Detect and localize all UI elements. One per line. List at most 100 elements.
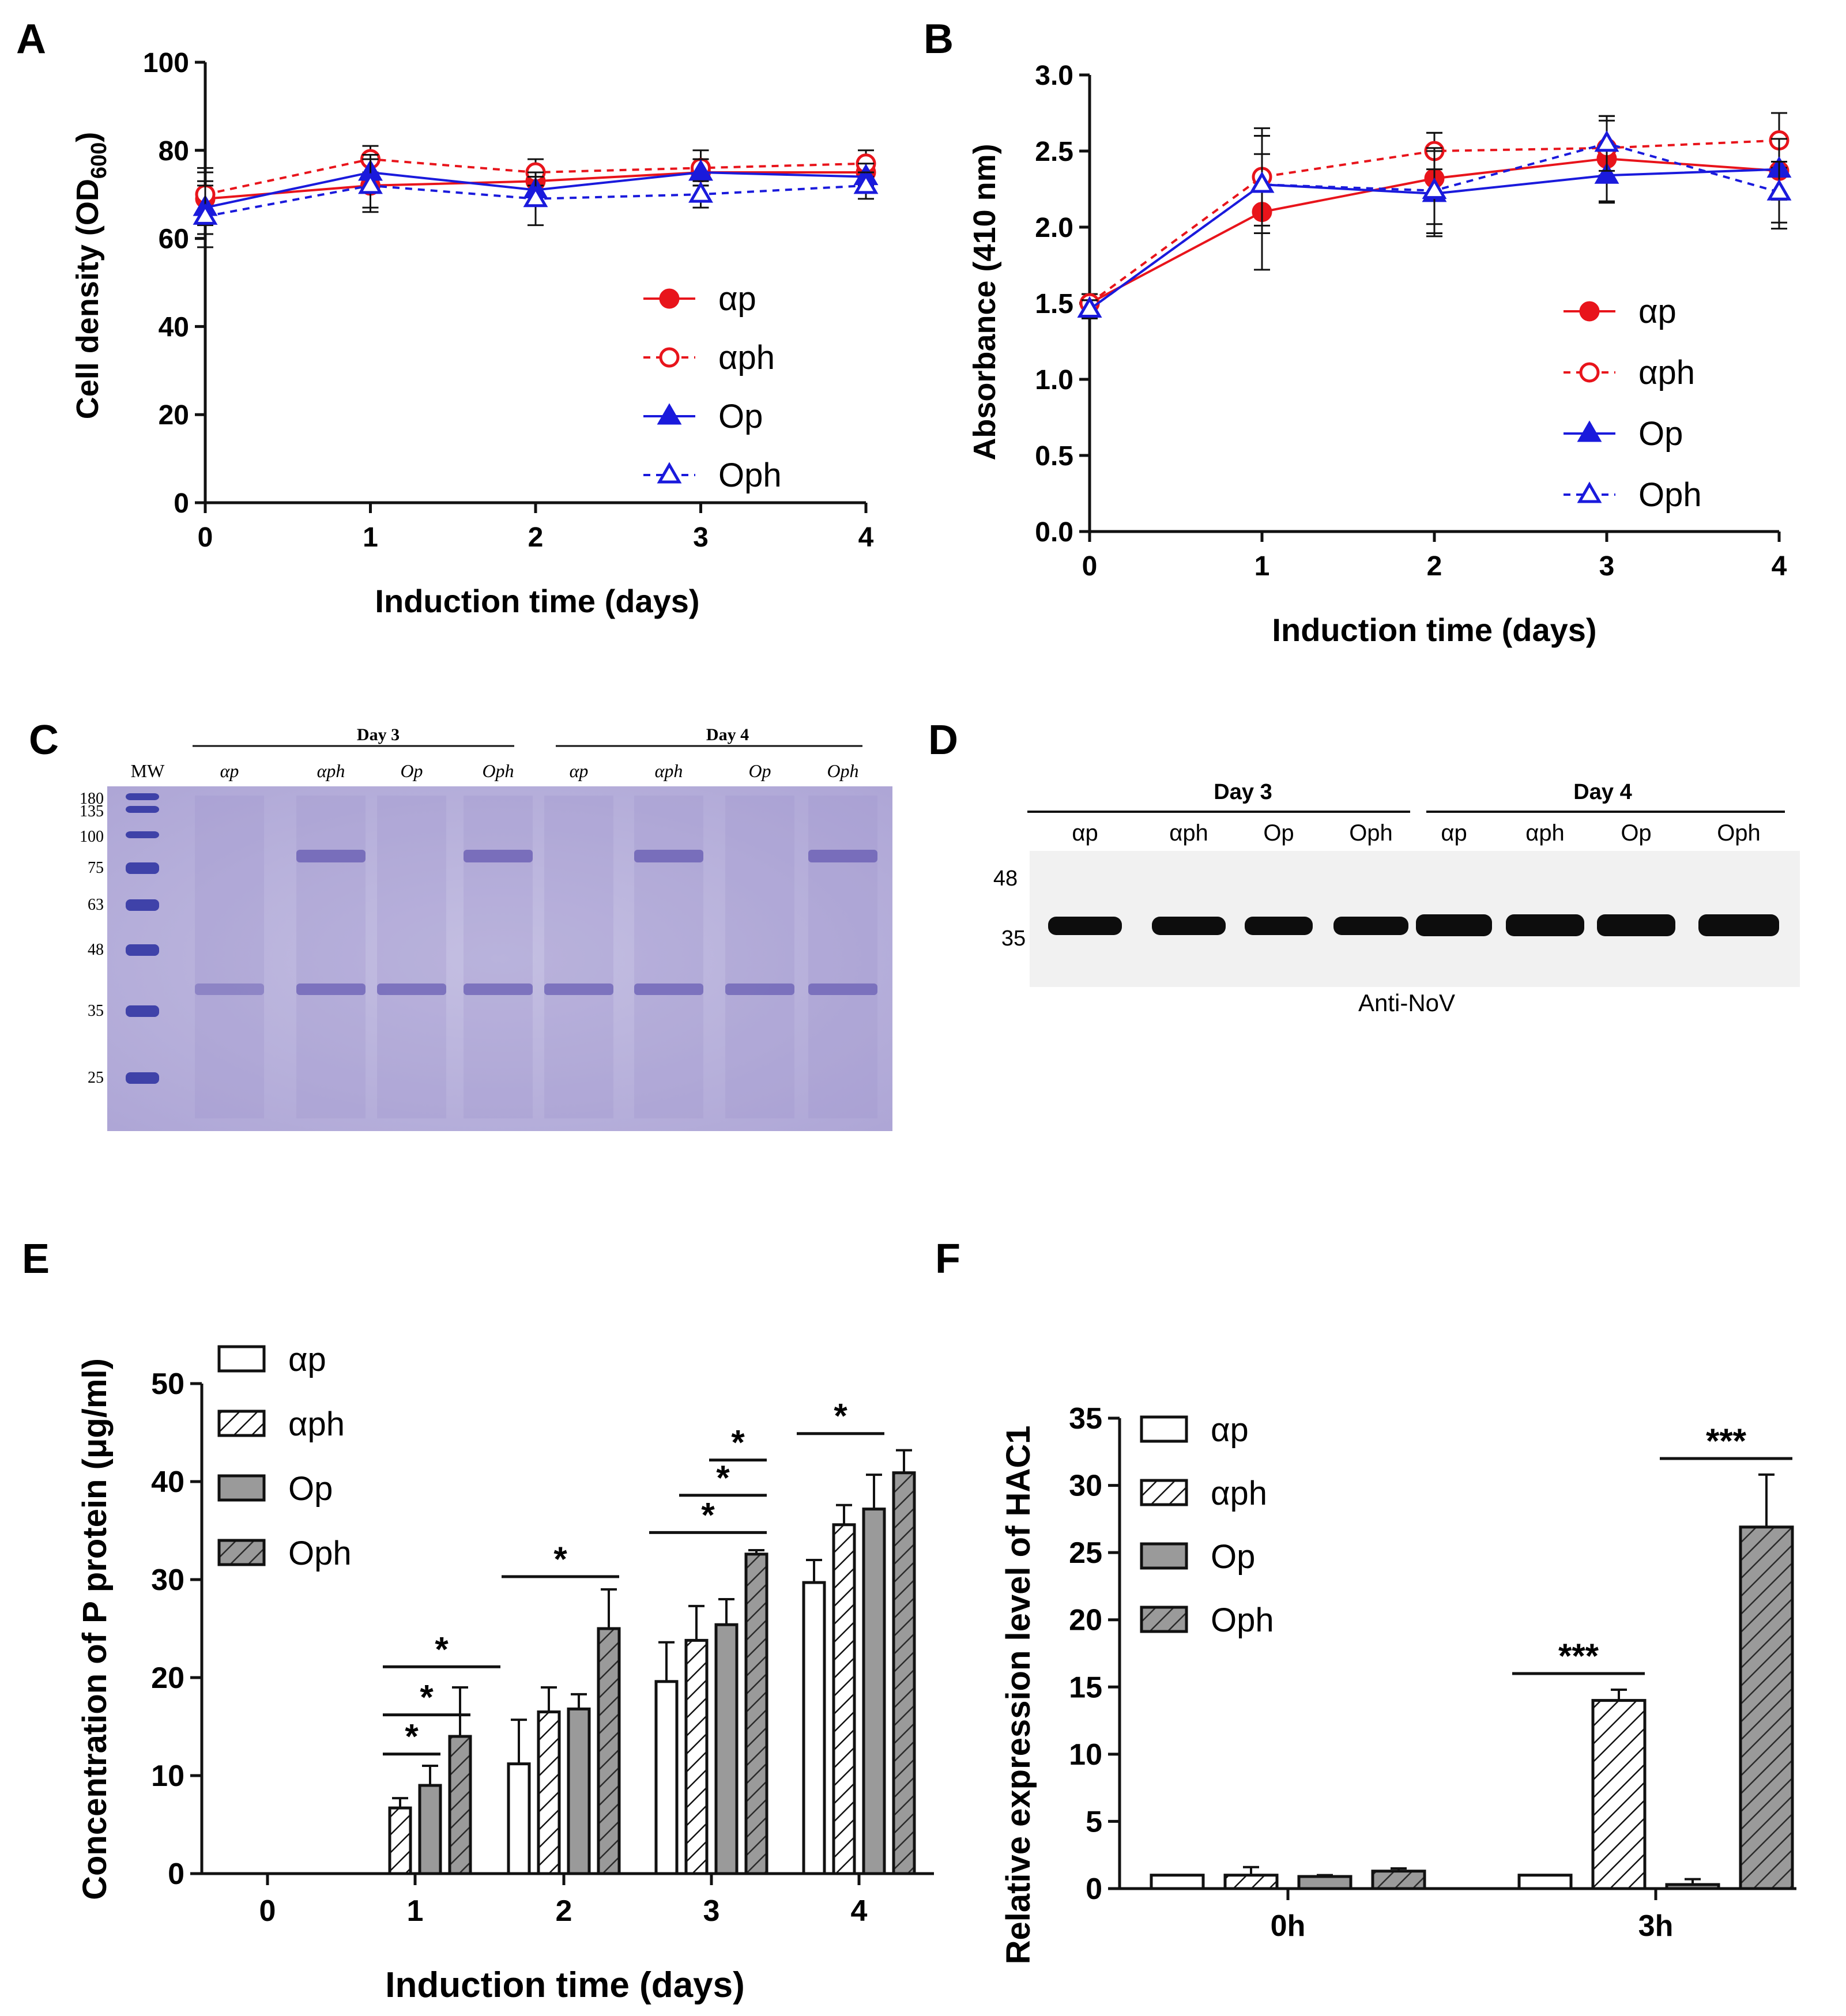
series-Oph — [193, 158, 879, 248]
legend-swatch — [217, 1474, 266, 1502]
blot-lane-label: Oph — [1717, 820, 1761, 846]
gel-band-80kda — [296, 850, 366, 862]
ladder-marker-label: 75 — [88, 859, 104, 877]
gel-mw-label: MW — [131, 760, 165, 781]
bar — [1150, 1874, 1205, 1890]
bar — [1371, 1870, 1426, 1890]
data-point — [1077, 296, 1102, 318]
legend-marker — [1579, 362, 1600, 383]
y-tick-label: 1.0 — [1035, 365, 1073, 395]
gel-lane-smear — [634, 796, 703, 1118]
data-point — [1249, 171, 1275, 193]
panel-e-y-axis-label: Concentration of P protein (μg/ml) — [76, 1358, 114, 1900]
x-tick-label: 2 — [528, 522, 544, 553]
legend-marker — [659, 347, 680, 368]
significance-star: * — [553, 1540, 567, 1578]
y-tick-label: 20 — [151, 1661, 184, 1695]
blot-band — [1506, 914, 1584, 936]
panel-label-b: B — [924, 16, 954, 62]
legend-swatch — [217, 1345, 266, 1373]
gel-band-38kda — [725, 983, 794, 995]
legend-label: αp — [1638, 293, 1677, 330]
bar — [862, 1508, 886, 1875]
blot-lane-label: αph — [1169, 820, 1208, 846]
data-point — [193, 203, 218, 225]
bar — [744, 1552, 768, 1875]
legend-label: αph — [1211, 1475, 1267, 1512]
ladder-band — [126, 944, 159, 956]
legend-swatch — [1140, 1542, 1188, 1570]
y-tick-label: 0.5 — [1035, 441, 1073, 472]
blot-band — [1048, 917, 1122, 935]
gel-lane-smear — [808, 796, 877, 1118]
bar — [832, 1523, 856, 1875]
blot-lane-label: Oph — [1349, 820, 1393, 846]
panel-e-bar-chart: Concentration of P protein (μg/ml) Induc… — [76, 1341, 934, 2005]
gel-band-80kda — [808, 850, 877, 862]
y-tick-label: 0 — [168, 1857, 184, 1891]
significance-star: * — [731, 1423, 745, 1462]
significance-star: * — [420, 1678, 434, 1717]
ladder-marker-label: 48 — [88, 941, 104, 959]
panel-f-y-axis-label: Relative expression level of HAC1 — [1000, 1426, 1037, 1965]
legend-label: Oph — [1211, 1602, 1274, 1639]
blot-lane-label: αph — [1525, 820, 1565, 846]
legend-swatch — [1140, 1415, 1188, 1443]
legend-label: Oph — [288, 1535, 352, 1572]
y-tick-label: 0.0 — [1035, 517, 1073, 548]
legend-label: Op — [1211, 1538, 1255, 1576]
bar — [388, 1806, 412, 1875]
panel-b-x-axis-label: Induction time (days) — [1272, 612, 1596, 648]
panel-label-d: D — [928, 717, 958, 763]
x-tick-label: 1 — [407, 1894, 424, 1928]
bar-series-αp — [1150, 1874, 1573, 1890]
legend-swatch — [217, 1410, 266, 1437]
panel-label-c: C — [29, 717, 59, 763]
significance-star: *** — [1558, 1637, 1599, 1675]
legend-marker — [659, 288, 680, 309]
gel-lane-smear — [296, 796, 366, 1118]
legend-swatch — [1140, 1606, 1188, 1633]
gel-day3-label: Day 3 — [357, 725, 400, 744]
y-tick-label: 100 — [143, 48, 189, 78]
legend-label: Op — [718, 398, 763, 435]
x-tick-label: 0 — [1082, 551, 1098, 582]
gel-background — [107, 786, 892, 1131]
gel-lane-smear — [464, 796, 533, 1118]
series-Oph — [1077, 115, 1792, 319]
bar — [1591, 1699, 1647, 1890]
legend-label: Oph — [718, 457, 782, 494]
blot-band — [1333, 917, 1408, 935]
panel-b-y-axis-label: Absorbance (410 nm) — [967, 144, 1002, 460]
gel-band-80kda — [634, 850, 703, 862]
y-tick-label: 30 — [1069, 1469, 1102, 1503]
gel-lane-label: Op — [400, 760, 423, 781]
ladder-band — [126, 1005, 159, 1017]
gel-lane-label: Oph — [482, 760, 514, 781]
gel-lane-smear — [377, 796, 446, 1118]
panel-c-sds-gel: Day 3 Day 4 MW αp αph Op Oph αp αph Op Oph 1801… — [80, 725, 892, 1131]
y-tick-label: 5 — [1086, 1805, 1102, 1838]
x-tick-label: 2 — [556, 1894, 572, 1928]
y-tick-label: 10 — [1069, 1738, 1102, 1772]
bar-series-αph — [1223, 1688, 1647, 1890]
significance-star: * — [834, 1397, 847, 1435]
panel-a-x-axis-label: Induction time (days) — [375, 583, 699, 619]
gel-lane-smear — [544, 796, 613, 1118]
legend-label: αph — [1638, 354, 1695, 391]
x-tick-label: 4 — [1772, 551, 1787, 582]
panel-label-a: A — [16, 16, 46, 62]
gel-band-38kda — [544, 983, 613, 995]
legend-swatch — [1140, 1479, 1188, 1506]
panel-label-f: F — [935, 1236, 960, 1282]
legend-marker — [1579, 301, 1600, 322]
x-tick-label: 1 — [363, 522, 378, 553]
panel-b-line-chart: Absorbance (410 nm) Induction time (days… — [967, 61, 1792, 648]
y-tick-label: 20 — [159, 400, 189, 431]
significance-star: * — [435, 1630, 449, 1668]
panel-e-x-axis-label: Induction time (days) — [385, 1965, 744, 2005]
y-tick-label: 40 — [151, 1465, 184, 1499]
legend-marker — [1577, 481, 1602, 503]
ladder-marker-label: 180 — [80, 790, 104, 808]
